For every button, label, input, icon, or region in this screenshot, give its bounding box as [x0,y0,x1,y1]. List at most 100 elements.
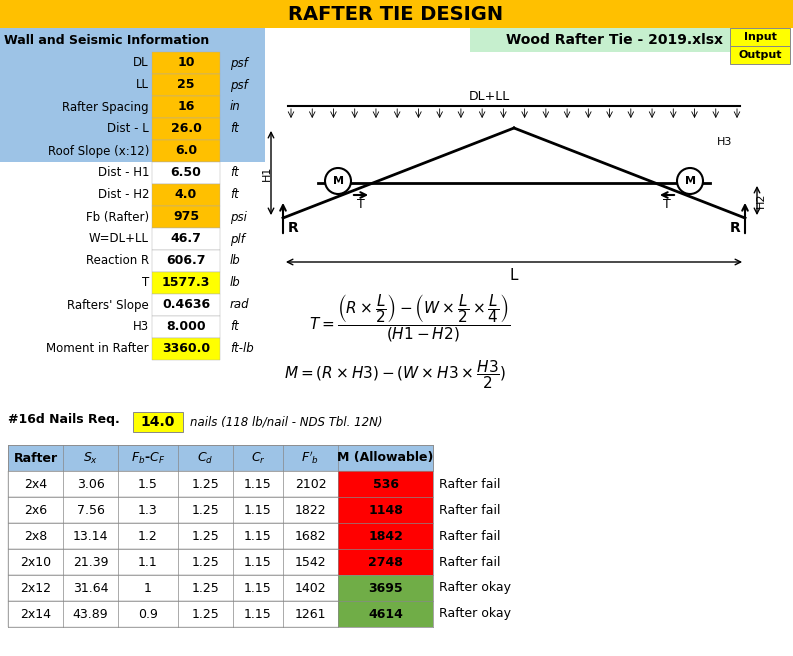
FancyBboxPatch shape [152,294,220,316]
FancyBboxPatch shape [152,228,220,250]
Text: in: in [230,100,241,113]
Circle shape [677,168,703,194]
Text: 6.0: 6.0 [175,144,197,157]
Text: Roof Slope (x:12): Roof Slope (x:12) [48,144,149,157]
Text: 1.5: 1.5 [138,478,158,491]
Text: 1.25: 1.25 [192,504,220,516]
FancyBboxPatch shape [8,445,433,471]
Text: 1.25: 1.25 [192,556,220,569]
Text: Wall and Seismic Information: Wall and Seismic Information [4,33,209,47]
Text: 1.2: 1.2 [138,529,158,543]
Text: psf: psf [230,56,247,70]
Text: M: M [684,176,695,186]
Text: ft-lb: ft-lb [230,342,254,356]
Text: Moment in Rafter: Moment in Rafter [46,342,149,356]
Text: 6.50: 6.50 [170,167,201,180]
FancyBboxPatch shape [338,549,433,575]
Text: R: R [288,221,298,235]
Text: DL+LL: DL+LL [469,91,510,104]
Text: 2102: 2102 [295,478,326,491]
Text: 46.7: 46.7 [170,232,201,245]
Text: Dist - H1: Dist - H1 [98,167,149,180]
Text: 3.06: 3.06 [77,478,105,491]
FancyBboxPatch shape [0,28,265,52]
Text: 0.9: 0.9 [138,607,158,621]
Text: Dist - L: Dist - L [107,123,149,136]
Text: lb: lb [230,276,241,289]
Text: 8.000: 8.000 [167,321,206,333]
Text: Rafter: Rafter [13,451,58,464]
Text: 4614: 4614 [368,607,403,621]
FancyBboxPatch shape [133,412,183,432]
Text: 26.0: 26.0 [170,123,201,136]
Text: 2x10: 2x10 [20,556,51,569]
FancyBboxPatch shape [338,523,433,549]
Text: L: L [510,268,519,283]
Text: Rafter fail: Rafter fail [439,478,500,491]
Text: ft: ft [230,123,239,136]
Text: Rafters' Slope: Rafters' Slope [67,298,149,312]
Text: 43.89: 43.89 [73,607,109,621]
Text: 2x6: 2x6 [24,504,47,516]
Text: W=DL+LL: W=DL+LL [89,232,149,245]
Text: Rafter okay: Rafter okay [439,581,511,594]
Text: 4.0: 4.0 [175,188,197,201]
Text: R: R [730,221,741,235]
Text: 1.15: 1.15 [244,581,272,594]
Text: LL: LL [136,79,149,91]
Text: H2: H2 [756,193,766,208]
Circle shape [325,168,351,194]
Text: 1.25: 1.25 [192,607,220,621]
Text: Output: Output [738,50,782,60]
Text: Rafter fail: Rafter fail [439,504,500,516]
Text: M: M [332,176,343,186]
FancyBboxPatch shape [338,575,433,601]
Text: $C_r$: $C_r$ [251,451,266,466]
Text: ft: ft [230,321,239,333]
FancyBboxPatch shape [152,118,220,140]
FancyBboxPatch shape [338,497,433,523]
Text: rad: rad [230,298,250,312]
Text: plf: plf [230,232,245,245]
Text: Dist - H2: Dist - H2 [98,188,149,201]
FancyBboxPatch shape [152,52,220,74]
Text: 1822: 1822 [295,504,326,516]
FancyBboxPatch shape [0,0,793,28]
Text: $C_d$: $C_d$ [197,451,213,466]
Text: 1: 1 [144,581,152,594]
Text: Rafter okay: Rafter okay [439,607,511,621]
FancyBboxPatch shape [8,497,433,523]
Text: $S_x$: $S_x$ [83,451,98,466]
Text: 1261: 1261 [295,607,326,621]
Text: 13.14: 13.14 [73,529,109,543]
Text: 2748: 2748 [368,556,403,569]
Text: Rafter Spacing: Rafter Spacing [63,100,149,113]
Text: 3360.0: 3360.0 [162,342,210,356]
Text: 1.15: 1.15 [244,529,272,543]
Text: $F'_b$: $F'_b$ [301,450,320,466]
Text: 0.4636: 0.4636 [162,298,210,312]
Text: lb: lb [230,255,241,268]
Text: 2x8: 2x8 [24,529,47,543]
Text: 16: 16 [178,100,195,113]
Text: T: T [357,199,365,211]
Text: 1.25: 1.25 [192,478,220,491]
FancyBboxPatch shape [8,601,433,627]
FancyBboxPatch shape [152,316,220,338]
FancyBboxPatch shape [338,471,433,497]
Text: 1148: 1148 [368,504,403,516]
FancyBboxPatch shape [152,206,220,228]
Text: 25: 25 [178,79,195,91]
FancyBboxPatch shape [152,140,220,162]
Text: Reaction R: Reaction R [86,255,149,268]
FancyBboxPatch shape [470,28,760,52]
FancyBboxPatch shape [152,184,220,206]
Text: 536: 536 [373,478,399,491]
Text: 1.25: 1.25 [192,529,220,543]
FancyBboxPatch shape [152,74,220,96]
Text: psi: psi [230,211,247,224]
Text: 3695: 3695 [368,581,403,594]
FancyBboxPatch shape [152,272,220,294]
Text: 14.0: 14.0 [141,415,175,429]
Text: H1: H1 [262,165,272,180]
